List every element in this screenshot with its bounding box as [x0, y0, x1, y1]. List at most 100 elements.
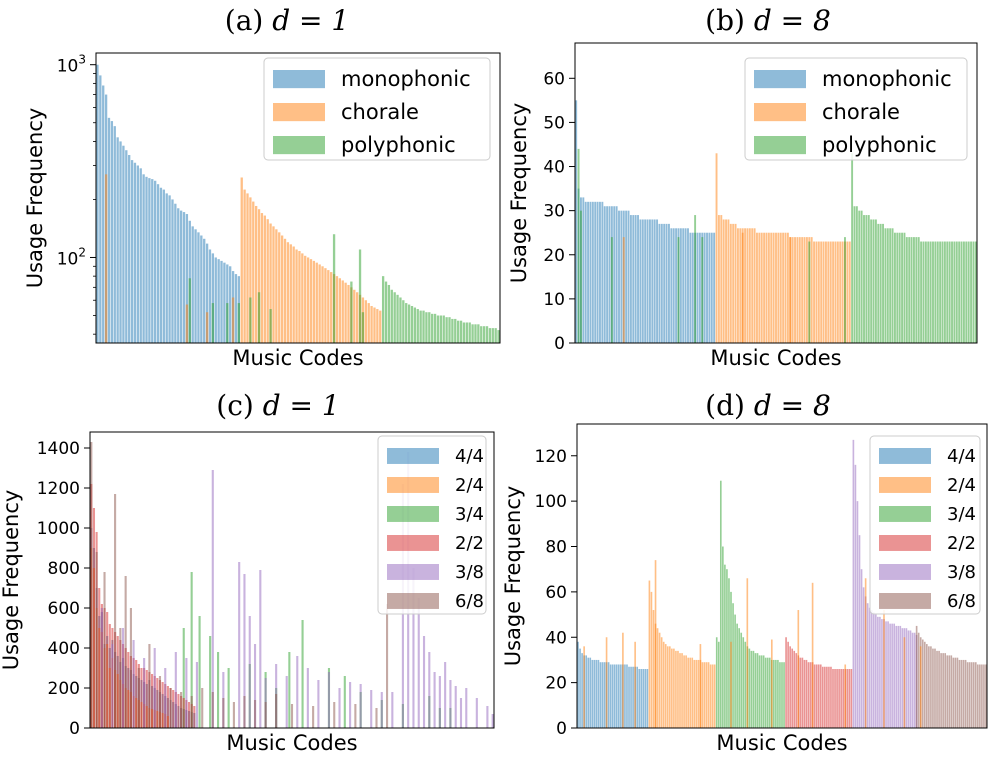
legend-swatch [754, 136, 806, 155]
bar [896, 232, 899, 343]
legend-swatch [879, 477, 931, 493]
bar [683, 655, 685, 728]
bar [734, 614, 736, 728]
bar [974, 241, 977, 343]
bar [922, 241, 925, 343]
bar [140, 668, 143, 728]
bar [648, 580, 651, 728]
legend-swatch [387, 448, 439, 464]
series-polyphonic-mixed [577, 148, 846, 343]
bar [664, 644, 667, 728]
bar [436, 315, 440, 343]
bar [381, 276, 385, 343]
bar [333, 702, 336, 728]
series-2-4 [648, 580, 716, 728]
bar [599, 201, 601, 343]
bar [895, 625, 898, 728]
bar [870, 219, 873, 343]
bar [475, 698, 478, 728]
bar [942, 653, 944, 728]
bar [153, 648, 156, 728]
bar [603, 206, 606, 343]
bar [301, 620, 304, 728]
bar [836, 669, 838, 728]
bar [725, 219, 727, 343]
bar [872, 219, 875, 343]
bar [135, 660, 138, 728]
bar [711, 664, 714, 728]
bar [656, 628, 659, 728]
panel-b: 0 10 20 30 40 50 60 (b) d = 8 Music Codes Usage F… [507, 4, 978, 370]
bar [162, 189, 165, 343]
bar [285, 676, 288, 728]
bar [810, 237, 813, 343]
y-tick-label: 20 [543, 246, 565, 266]
bar [169, 688, 172, 728]
bar [954, 657, 957, 728]
bar [309, 259, 313, 343]
bar [964, 659, 967, 728]
plot-frame [95, 52, 501, 344]
bar [813, 241, 816, 343]
legend-label: 2/4 [947, 475, 976, 496]
bar [164, 668, 167, 728]
bar [768, 657, 771, 728]
bar [110, 121, 114, 343]
bar [795, 653, 798, 728]
bar [266, 219, 269, 343]
bar [124, 576, 127, 728]
series-3-4 [715, 480, 785, 728]
legend-label: 4/4 [455, 446, 484, 467]
bar [811, 582, 814, 728]
bar [257, 209, 261, 343]
bar [722, 546, 724, 728]
bar [782, 232, 785, 343]
bar [232, 702, 235, 728]
bar [962, 659, 965, 728]
bar [188, 278, 191, 343]
bar [889, 623, 891, 728]
bar [630, 666, 632, 728]
bar [201, 688, 204, 728]
legend-a: monophonic chorale polyphonic [263, 57, 491, 161]
y-ticks-a: 102 103 [57, 53, 96, 335]
bar [679, 228, 682, 343]
bar [679, 653, 681, 728]
bar [713, 232, 716, 343]
bar [613, 206, 616, 343]
series-polyphonic [381, 276, 500, 343]
bar [587, 657, 590, 728]
bar [819, 664, 822, 728]
bar [736, 623, 738, 728]
bar [781, 662, 783, 728]
bar [620, 664, 622, 728]
bar [354, 704, 357, 728]
bar [775, 659, 777, 728]
bar [129, 608, 132, 728]
bar [852, 439, 855, 728]
bar [703, 232, 706, 343]
bar [589, 657, 592, 728]
bar [577, 641, 579, 728]
bar [763, 232, 766, 343]
legend-swatch [879, 564, 931, 580]
bar [927, 241, 930, 343]
bar [579, 648, 581, 728]
bar [701, 662, 704, 728]
bar [589, 201, 592, 343]
bar [156, 678, 159, 728]
bar [656, 219, 659, 343]
bar [575, 100, 578, 343]
bar [846, 669, 849, 728]
bar [820, 241, 823, 343]
bar [125, 150, 128, 343]
bar [306, 257, 310, 343]
y-tick-label: 0 [69, 719, 80, 739]
bar [836, 241, 839, 343]
bar [428, 652, 431, 728]
bar [449, 680, 452, 728]
bar [691, 657, 694, 728]
bar [705, 662, 708, 728]
bar [622, 632, 624, 728]
